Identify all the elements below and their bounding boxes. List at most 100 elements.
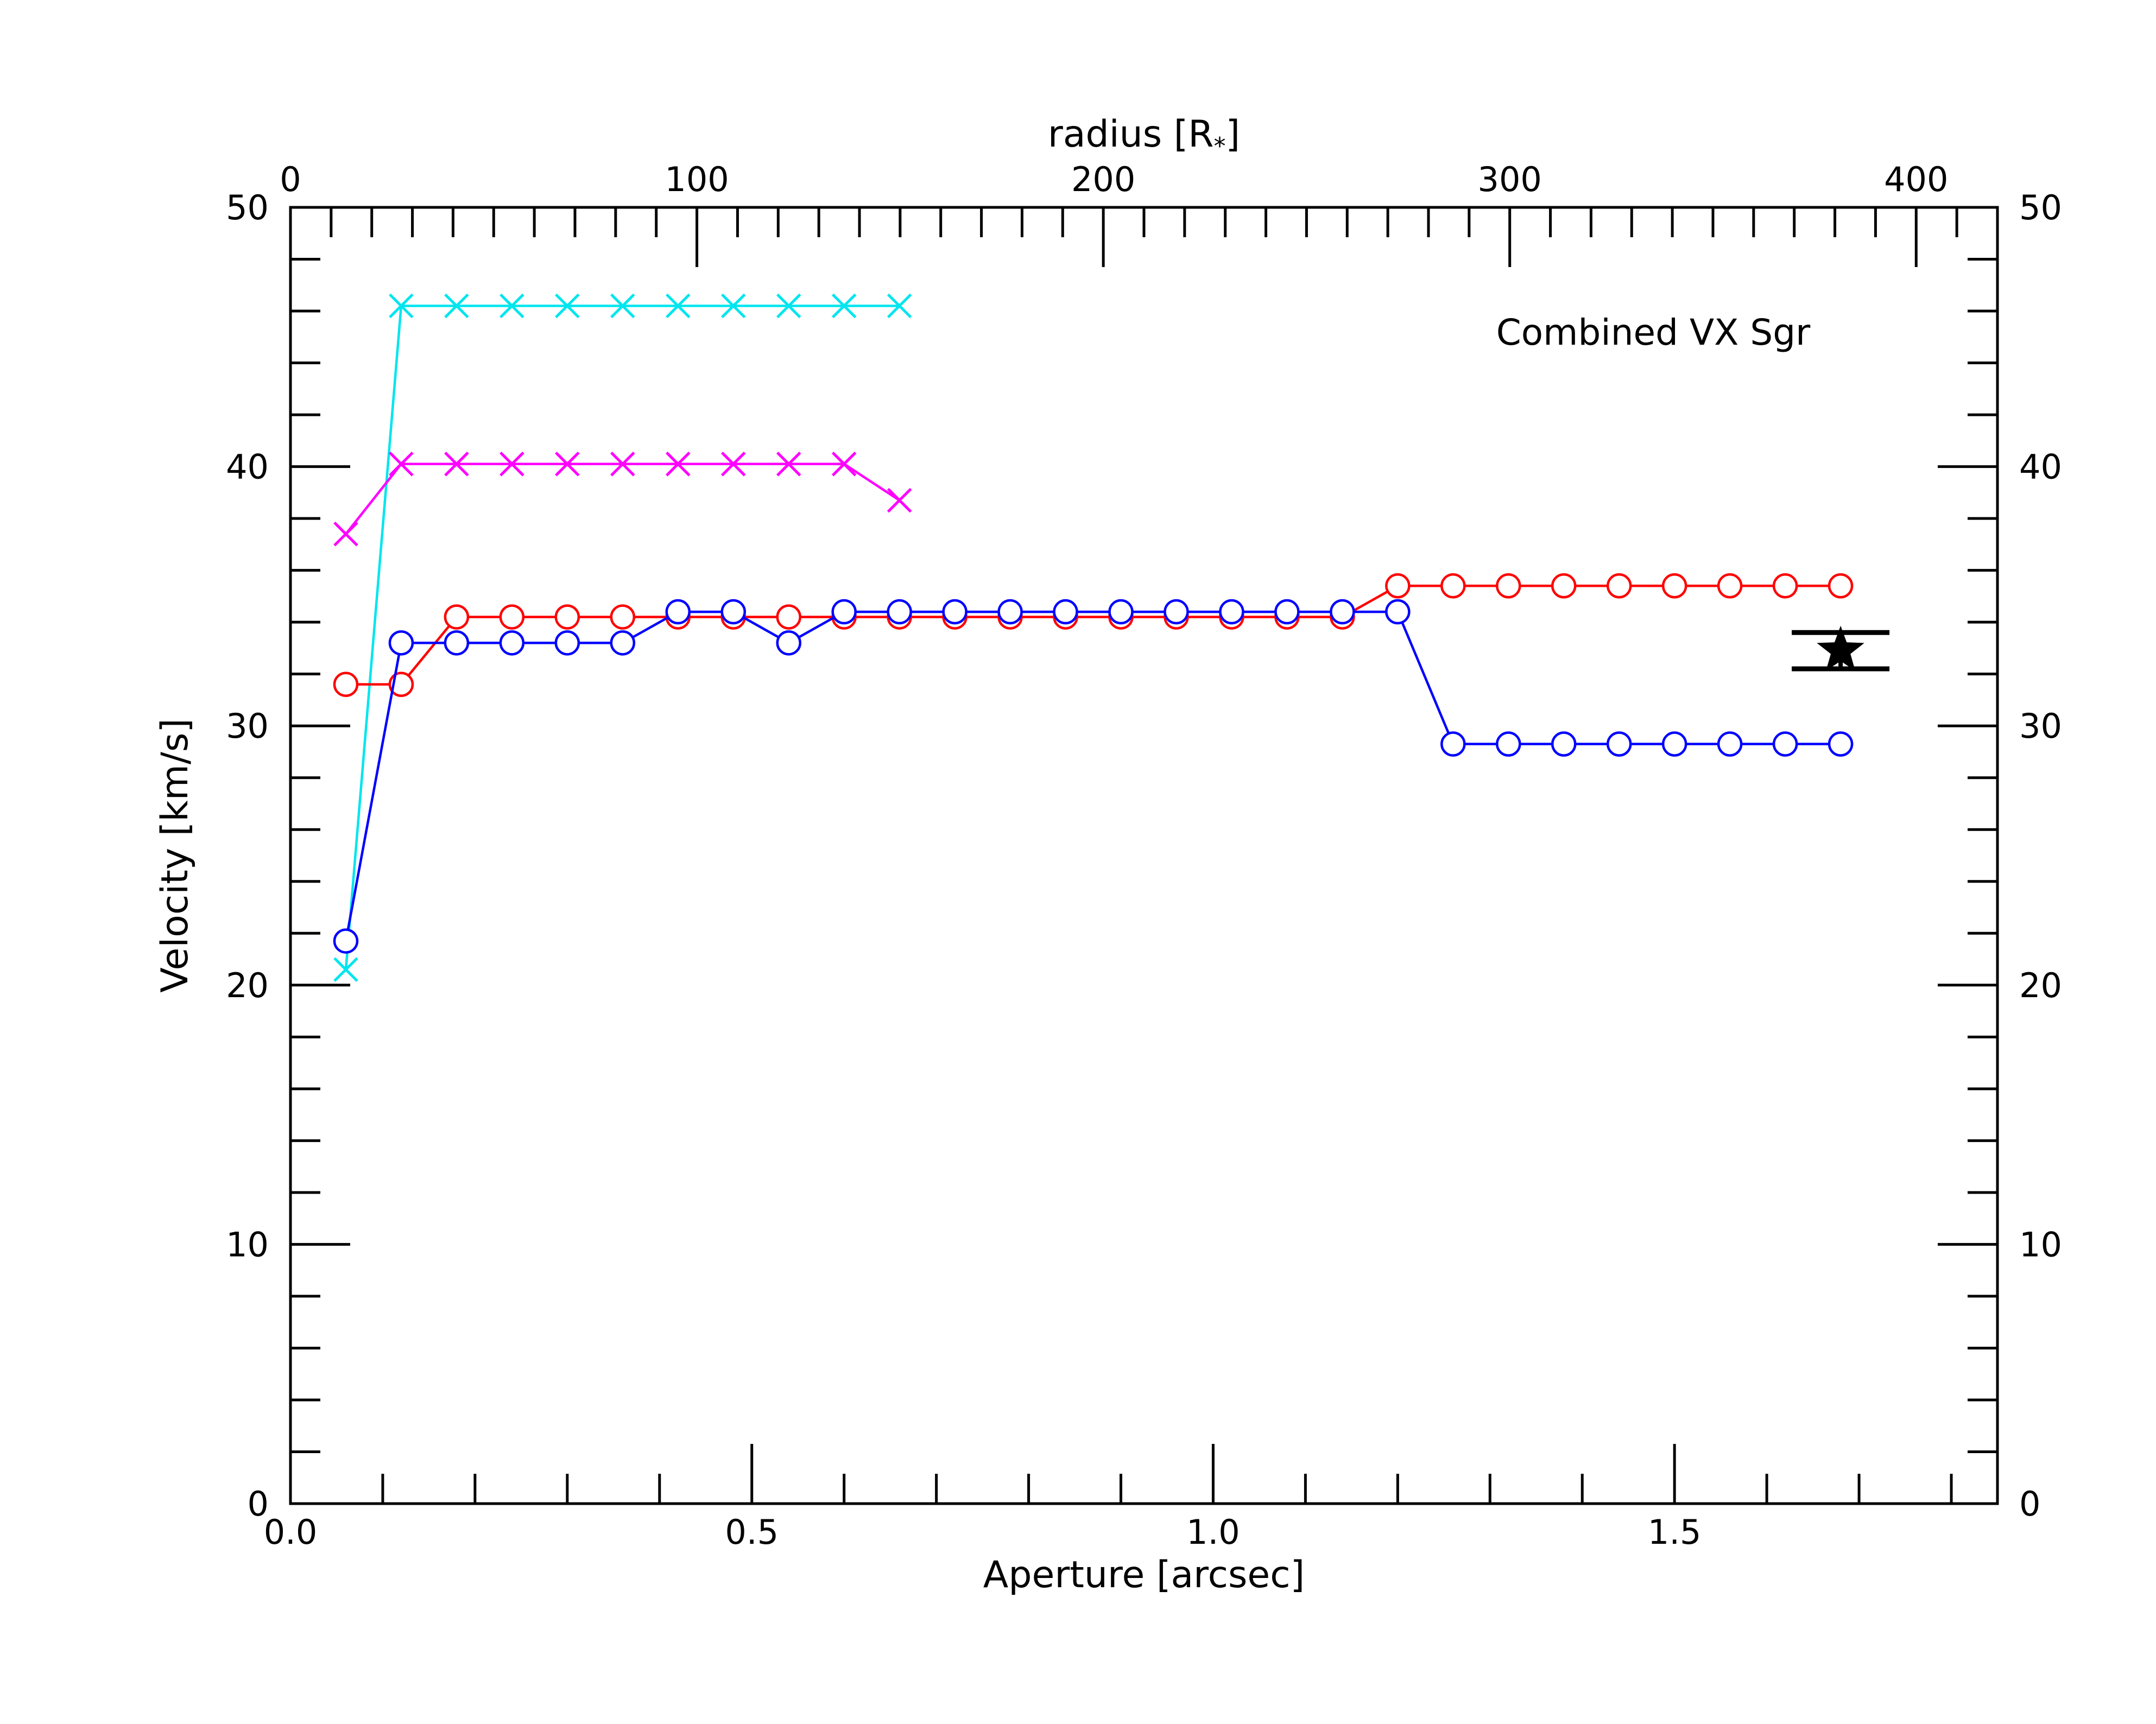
top-tick-label: 0 [280, 160, 301, 199]
circle-marker [333, 928, 359, 954]
series-3 [333, 599, 1854, 954]
circle-marker [665, 599, 691, 625]
top-tick-label: 300 [1478, 160, 1542, 199]
x-marker [333, 957, 358, 982]
circle-marker [831, 599, 857, 625]
x-marker [444, 293, 469, 319]
top-tick-label: 200 [1071, 160, 1135, 199]
circle-marker [1274, 599, 1300, 625]
circle-marker [1661, 731, 1687, 757]
circle-marker [720, 599, 746, 625]
top-axis-title: radius [R*] [1048, 113, 1240, 160]
y-right-tick-label: 50 [2019, 188, 2062, 227]
x-marker [776, 293, 801, 319]
x-axis-title: Aperture [arcsec] [983, 1554, 1305, 1596]
circle-marker [1108, 599, 1134, 625]
circle-marker [1717, 731, 1743, 757]
x-tick-label: 1.5 [1648, 1512, 1702, 1552]
circle-marker [1661, 573, 1687, 599]
x-marker [720, 293, 746, 319]
y-right-tick-label: 10 [2019, 1225, 2062, 1264]
circle-marker [610, 604, 636, 630]
circle-marker [1496, 731, 1521, 757]
circle-marker [1385, 573, 1411, 599]
tick-labels: 0.0 0.5 1.0 1.5 0 100 200 300 400 0 0 10 10 20 20 30 30 4… [226, 160, 2062, 1552]
circle-marker [776, 604, 801, 630]
circle-marker [499, 630, 525, 656]
top-tick-label: 400 [1884, 160, 1948, 199]
top-axis-title-main: radius [R [1048, 113, 1214, 156]
top-axis-title-sub: * [1214, 132, 1226, 160]
circle-marker [942, 599, 968, 625]
circle-marker [776, 630, 801, 656]
x-marker [555, 293, 580, 319]
y-axis-title: Velocity [km/s] [154, 718, 197, 992]
x-marker [389, 452, 414, 477]
circle-marker [1828, 573, 1854, 599]
circle-marker [444, 604, 470, 630]
series-0 [333, 293, 912, 982]
annotation-label: Combined VX Sgr [1496, 312, 1811, 353]
circle-marker [1606, 573, 1632, 599]
x-marker [887, 487, 912, 513]
x-marker [610, 293, 635, 319]
reference-point [1792, 625, 1890, 671]
x-marker [555, 452, 580, 477]
y-tick-label: 30 [226, 706, 269, 746]
x-marker [776, 452, 801, 477]
circle-marker [554, 630, 580, 656]
x-marker [666, 452, 691, 477]
x-marker [887, 293, 912, 319]
y-tick-label: 0 [248, 1484, 269, 1524]
circle-marker [1772, 731, 1798, 757]
circle-marker [1330, 599, 1355, 625]
circle-marker [444, 630, 470, 656]
circle-marker [1440, 731, 1466, 757]
circle-marker [610, 630, 636, 656]
circle-marker [1772, 573, 1798, 599]
x-marker [666, 293, 691, 319]
circle-marker [499, 604, 525, 630]
circle-marker [1606, 731, 1632, 757]
x-marker [389, 293, 414, 319]
series-line [346, 585, 1841, 686]
top-axis-title-end: ] [1226, 113, 1241, 156]
plot-frame [289, 206, 1999, 1505]
x-marker [720, 452, 746, 477]
circle-marker [1053, 599, 1078, 625]
circle-marker [1551, 731, 1577, 757]
x-tick-label: 0.0 [264, 1512, 318, 1552]
star-marker [1817, 625, 1864, 671]
circle-marker [1551, 573, 1577, 599]
y-right-tick-label: 20 [2019, 966, 2062, 1005]
circle-marker [887, 599, 912, 625]
x-marker [831, 293, 857, 319]
x-marker [500, 293, 524, 319]
y-right-tick-label: 30 [2019, 706, 2062, 746]
x-marker [610, 452, 635, 477]
circle-marker [554, 604, 580, 630]
circle-marker [1717, 573, 1743, 599]
y-right-tick-label: 0 [2019, 1484, 2040, 1524]
top-tick-label: 100 [665, 160, 729, 199]
circle-marker [1219, 599, 1244, 625]
circle-marker [333, 671, 359, 698]
circle-marker [997, 599, 1023, 625]
y-tick-label: 10 [226, 1225, 269, 1264]
circle-marker [1164, 599, 1189, 625]
x-marker [831, 452, 857, 477]
data-series [333, 293, 1890, 982]
y-tick-label: 40 [226, 447, 269, 487]
y-tick-label: 20 [226, 966, 269, 1005]
y-right-tick-label: 40 [2019, 447, 2062, 487]
circle-marker [1828, 731, 1854, 757]
y-tick-label: 50 [226, 188, 269, 227]
circle-marker [1440, 573, 1466, 599]
x-tick-label: 1.0 [1186, 1512, 1240, 1552]
x-tick-label: 0.5 [725, 1512, 779, 1552]
x-marker [500, 452, 524, 477]
series-1 [333, 452, 912, 547]
circle-marker [1496, 573, 1521, 599]
